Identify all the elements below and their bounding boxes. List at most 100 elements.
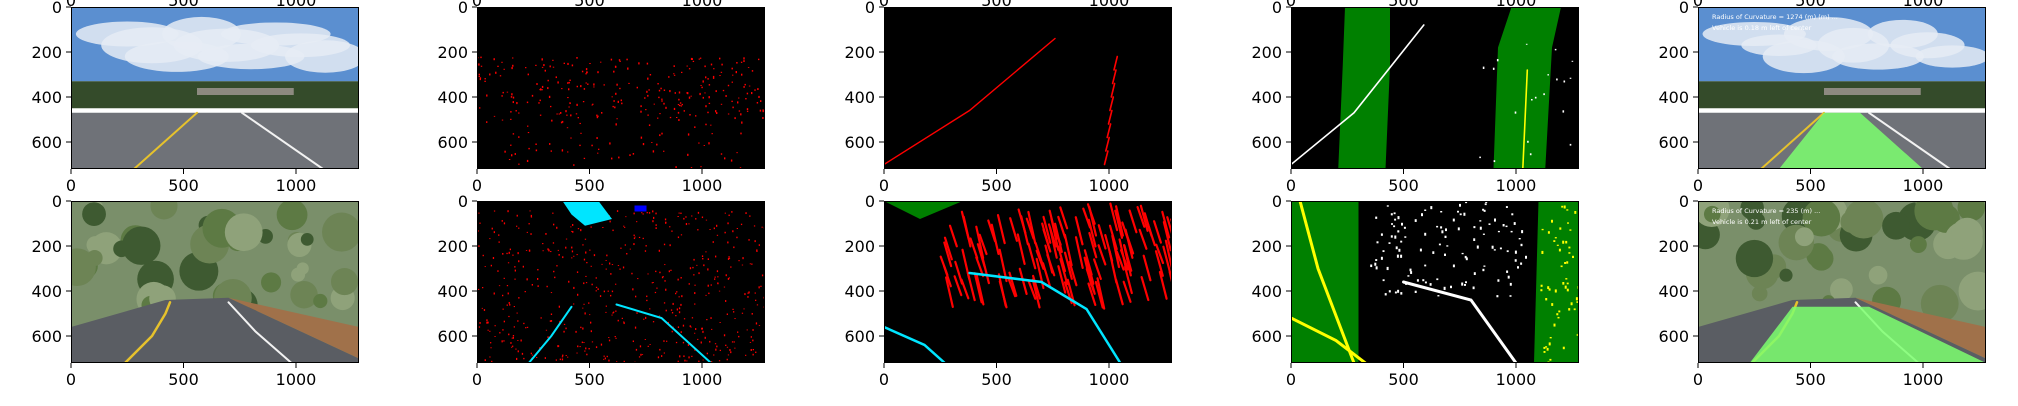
data-point <box>1476 245 1479 249</box>
data-point <box>651 142 653 143</box>
data-point <box>535 143 537 145</box>
tree <box>1957 201 1986 222</box>
data-point <box>731 341 734 343</box>
data-point <box>1565 240 1568 244</box>
data-point <box>1549 337 1552 339</box>
data-point <box>655 227 657 229</box>
data-point <box>732 106 734 109</box>
data-point <box>647 273 649 275</box>
data-point <box>721 63 723 66</box>
data-point <box>725 95 727 97</box>
data-point <box>603 290 605 293</box>
data-point <box>752 353 754 356</box>
data-point <box>520 339 522 342</box>
data-point <box>633 237 636 240</box>
lane-curve <box>968 271 1122 363</box>
data-point <box>583 303 585 305</box>
lane-fill <box>1749 306 1986 363</box>
data-point <box>727 241 729 244</box>
data-point <box>727 278 730 280</box>
cloud <box>285 40 359 73</box>
data-point <box>542 243 544 245</box>
data-point <box>635 348 638 351</box>
data-point <box>588 348 590 350</box>
y-tick-label: 400 <box>437 282 468 301</box>
data-point <box>710 63 713 66</box>
data-point <box>678 98 680 101</box>
data-point <box>1459 213 1462 216</box>
data-point <box>743 60 745 63</box>
data-point <box>567 356 569 358</box>
data-point <box>617 319 619 322</box>
data-point <box>1540 289 1543 292</box>
data-point <box>1393 225 1396 228</box>
data-point <box>629 248 631 250</box>
data-point <box>689 114 691 116</box>
data-point <box>1562 346 1565 350</box>
data-point <box>1380 233 1383 236</box>
data-point <box>762 117 764 119</box>
x-tick-label-clipped: 500 <box>168 0 199 10</box>
data-point <box>609 220 611 223</box>
data-point <box>726 358 728 361</box>
data-point <box>1559 227 1562 230</box>
streak <box>978 233 988 256</box>
data-point <box>1395 246 1398 250</box>
data-point <box>734 117 736 120</box>
data-point <box>1446 245 1449 247</box>
data-point <box>680 303 682 306</box>
streak <box>1074 236 1084 269</box>
data-point <box>513 306 515 308</box>
data-point <box>546 285 548 288</box>
data-point <box>746 108 749 111</box>
streak <box>962 215 972 248</box>
data-point <box>503 320 505 323</box>
data-point <box>482 254 484 257</box>
data-point <box>558 113 560 115</box>
data-point <box>493 58 495 61</box>
x-tick-label: 0 <box>1693 176 1703 195</box>
data-point <box>597 115 599 117</box>
data-point <box>516 214 518 217</box>
data-point <box>552 212 554 214</box>
panel-r0c1: 0 200 400 600 0 500 1000 0 500 1000 <box>437 0 765 195</box>
right-lane-line <box>241 111 324 169</box>
data-point <box>585 251 587 254</box>
data-point <box>762 109 764 111</box>
data-point <box>1424 209 1427 211</box>
x-tick-label: 500 <box>981 370 1012 389</box>
data-point <box>1497 279 1500 282</box>
data-point <box>1396 254 1399 258</box>
data-point <box>499 332 501 334</box>
data-point <box>623 321 625 323</box>
data-point <box>1497 230 1500 233</box>
y-tick-label: 600 <box>1658 327 1689 346</box>
data-point <box>624 244 626 246</box>
data-point <box>1472 286 1475 290</box>
data-point <box>1511 213 1514 216</box>
data-point <box>1568 246 1571 249</box>
lane-streak <box>1106 123 1112 139</box>
data-point <box>693 274 695 276</box>
streak <box>1097 224 1107 250</box>
data-point <box>1424 264 1427 267</box>
data-point <box>521 352 524 355</box>
data-point <box>478 73 480 76</box>
data-point <box>585 68 588 71</box>
data-point <box>678 296 680 298</box>
data-point <box>1414 219 1417 222</box>
data-point <box>570 137 572 139</box>
data-point <box>707 258 709 261</box>
data-point <box>701 86 703 89</box>
data-point <box>561 168 563 169</box>
data-point <box>701 216 704 219</box>
lane-line <box>527 305 573 363</box>
data-point <box>525 250 528 251</box>
data-point <box>502 294 504 297</box>
data-point <box>552 242 555 244</box>
data-point <box>526 278 528 281</box>
dirt-shoulder <box>228 297 359 359</box>
data-point <box>673 65 675 67</box>
data-point <box>738 110 741 112</box>
data-point <box>484 266 486 268</box>
